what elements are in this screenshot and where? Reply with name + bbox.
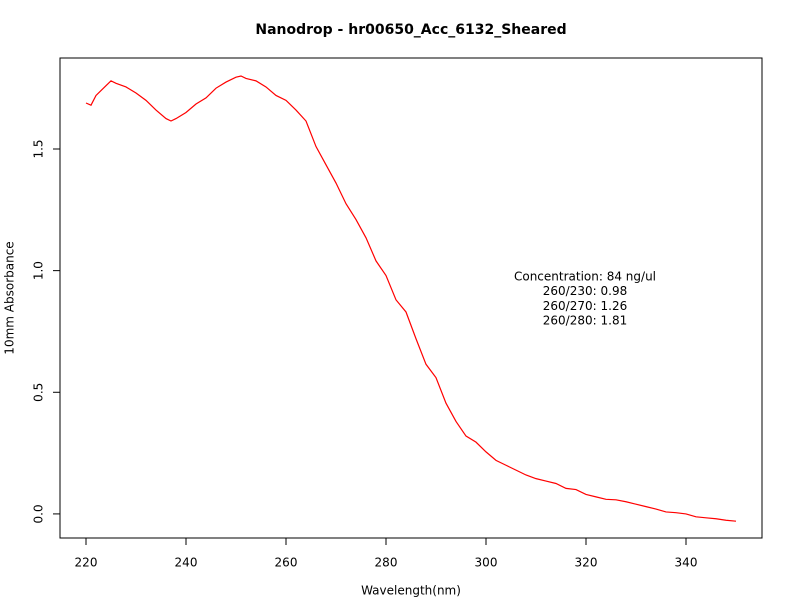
x-tick-label: 280	[375, 556, 398, 570]
y-tick-label: 1.0	[32, 261, 46, 280]
annotation: 260/230: 0.98	[543, 284, 627, 298]
chart-title: Nanodrop - hr00650_Acc_6132_Sheared	[255, 22, 566, 38]
data-line	[85, 75, 737, 522]
x-axis-label: Wavelength(nm)	[361, 584, 461, 598]
y-tick-label: 0.0	[32, 504, 46, 523]
y-tick-label: 0.5	[32, 383, 46, 402]
x-tick-label: 220	[75, 556, 98, 570]
x-tick-label: 300	[475, 556, 498, 570]
annotation: 260/280: 1.81	[543, 314, 627, 328]
y-tick-label: 1.5	[32, 139, 46, 158]
x-tick-label: 340	[675, 556, 698, 570]
x-tick-label: 320	[575, 556, 598, 570]
plot-box	[59, 57, 763, 539]
annotation: 260/270: 1.26	[543, 299, 627, 313]
y-axis-label: 10mm Absorbance	[3, 241, 17, 354]
x-tick-label: 260	[275, 556, 298, 570]
annotation: Concentration: 84 ng/ul	[514, 270, 656, 284]
x-tick-label: 240	[175, 556, 198, 570]
